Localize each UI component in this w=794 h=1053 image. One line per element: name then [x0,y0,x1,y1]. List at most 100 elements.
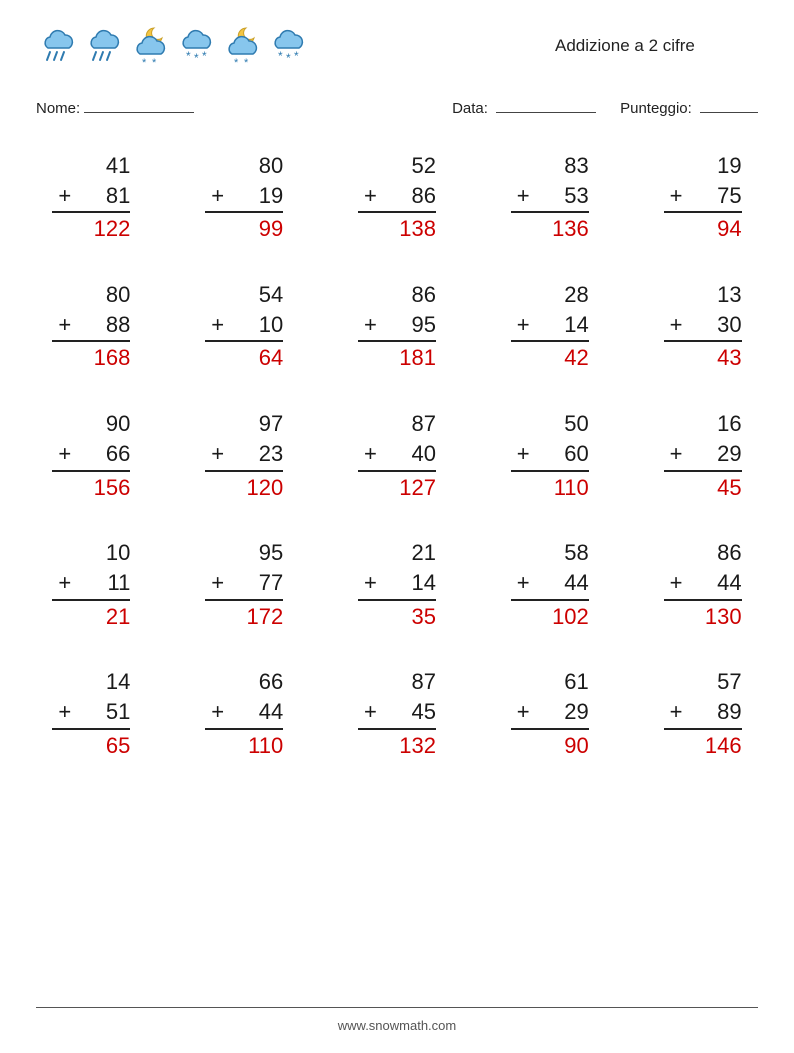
answer: 110 [205,730,283,761]
score-label: Punteggio: [620,100,692,117]
operand-a: 66 [205,667,283,697]
answer: 45 [664,472,742,503]
svg-text:*: * [152,57,157,66]
operand-a: 80 [205,151,283,181]
svg-text:*: * [286,51,291,65]
operand-b: +44 [664,568,742,601]
operand-a: 21 [358,538,436,568]
footer-text: www.snowmath.com [338,1018,456,1033]
answer: 21 [52,601,130,632]
rain-cloud-icon [82,26,126,66]
problem: 95+77172 [205,538,283,631]
problem: 86+44130 [664,538,742,631]
problem: 19+7594 [664,151,742,244]
answer: 132 [358,730,436,761]
snow-cloud-icon: *** [266,26,310,66]
operand-b: +44 [205,697,283,730]
operand-b: +30 [664,310,742,343]
problem: 16+2945 [664,409,742,502]
answer: 90 [511,730,589,761]
problem: 87+40127 [358,409,436,502]
operand-b: +10 [205,310,283,343]
operand-b: +75 [664,181,742,214]
operand-b: +89 [664,697,742,730]
answer: 64 [205,342,283,373]
svg-text:*: * [234,57,239,66]
operand-b: +53 [511,181,589,214]
svg-text:*: * [142,57,147,66]
moon-cloud-icon: ** [128,26,172,66]
svg-text:*: * [244,57,249,66]
operand-b: +60 [511,439,589,472]
rain-cloud-icon [36,26,80,66]
operand-b: +14 [511,310,589,343]
problem: 41+81122 [52,151,130,244]
operand-b: +86 [358,181,436,214]
operand-a: 19 [664,151,742,181]
answer: 110 [511,472,589,503]
operand-a: 87 [358,409,436,439]
problem: 83+53136 [511,151,589,244]
name-blank[interactable] [84,98,194,113]
problem: 90+66156 [52,409,130,502]
problem: 66+44110 [205,667,283,760]
problem: 21+1435 [358,538,436,631]
svg-text:*: * [294,49,299,63]
svg-text:*: * [194,51,199,65]
problem: 58+44102 [511,538,589,631]
operand-a: 57 [664,667,742,697]
answer: 43 [664,342,742,373]
operand-a: 28 [511,280,589,310]
operand-a: 52 [358,151,436,181]
operand-a: 50 [511,409,589,439]
operand-b: +77 [205,568,283,601]
answer: 65 [52,730,130,761]
answer: 136 [511,213,589,244]
operand-b: +45 [358,697,436,730]
date-blank[interactable] [496,98,596,113]
operand-b: +51 [52,697,130,730]
answer: 102 [511,601,589,632]
svg-text:*: * [202,49,207,63]
operand-a: 14 [52,667,130,697]
worksheet-title: Addizione a 2 cifre [310,36,758,56]
answer: 42 [511,342,589,373]
operand-b: +23 [205,439,283,472]
score-blank[interactable] [700,98,758,113]
answer: 168 [52,342,130,373]
footer: www.snowmath.com [36,1007,758,1033]
answer: 138 [358,213,436,244]
problem: 10+1121 [52,538,130,631]
answer: 130 [664,601,742,632]
operand-a: 83 [511,151,589,181]
problem: 28+1442 [511,280,589,373]
operand-a: 87 [358,667,436,697]
operand-a: 95 [205,538,283,568]
answer: 99 [205,213,283,244]
operand-b: +40 [358,439,436,472]
answer: 181 [358,342,436,373]
problem: 57+89146 [664,667,742,760]
answer: 127 [358,472,436,503]
svg-text:*: * [278,49,283,63]
header: ********** Addizione a 2 cifre [36,22,758,70]
svg-text:*: * [186,49,191,63]
weather-icons: ********** [36,26,310,66]
problem: 80+88168 [52,280,130,373]
operand-b: +29 [664,439,742,472]
operand-a: 41 [52,151,130,181]
operand-a: 80 [52,280,130,310]
answer: 122 [52,213,130,244]
problem: 13+3043 [664,280,742,373]
operand-a: 16 [664,409,742,439]
operand-b: +66 [52,439,130,472]
answer: 156 [52,472,130,503]
operand-a: 54 [205,280,283,310]
date-label: Data: [452,100,488,117]
operand-b: +11 [52,568,130,601]
problem: 50+60110 [511,409,589,502]
operand-a: 86 [664,538,742,568]
answer: 94 [664,213,742,244]
problem: 52+86138 [358,151,436,244]
problem: 80+1999 [205,151,283,244]
